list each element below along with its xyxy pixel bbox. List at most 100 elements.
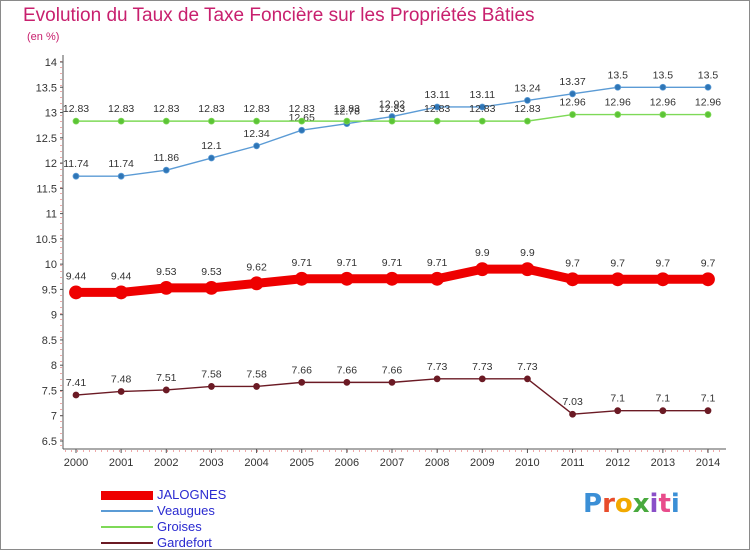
data-point-jalognes — [159, 280, 174, 295]
data-label-veaugues: 13.24 — [514, 82, 540, 94]
y-tick-label: 14 — [45, 57, 57, 69]
y-tick-label: 12.5 — [36, 133, 57, 145]
data-label-groises: 12.96 — [559, 97, 585, 109]
data-label-jalognes: 9.71 — [427, 257, 448, 269]
data-label-groises: 12.83 — [198, 103, 224, 115]
data-label-veaugues: 13.11 — [424, 89, 450, 101]
data-point-veaugues — [253, 142, 260, 150]
data-point-jalognes — [249, 276, 264, 291]
legend-swatch-jalognes — [101, 490, 153, 500]
data-point-gardefort — [388, 378, 396, 386]
y-tick-label: 10 — [45, 259, 57, 271]
data-label-jalognes: 9.44 — [111, 270, 132, 282]
y-tick-label: 12 — [45, 158, 57, 170]
brand-letter: P — [583, 489, 603, 519]
data-point-gardefort — [659, 407, 667, 415]
data-point-veaugues — [704, 83, 712, 91]
x-tick-label: 2010 — [515, 457, 539, 469]
data-label-gardefort: 7.41 — [66, 377, 87, 389]
data-label-gardefort: 7.73 — [472, 361, 493, 373]
x-tick-label: 2009 — [470, 457, 494, 469]
legend-item-jalognes: JALOGNES — [101, 487, 226, 503]
y-tick-label: 13.5 — [36, 82, 57, 94]
y-tick-label: 8 — [51, 360, 57, 372]
data-label-veaugues: 12.34 — [243, 128, 269, 140]
data-point-gardefort — [343, 378, 351, 386]
legend-label-groises: Groises — [157, 519, 202, 534]
data-point-gardefort — [208, 383, 215, 390]
data-point-gardefort — [524, 375, 531, 383]
data-label-jalognes: 9.7 — [701, 257, 716, 269]
data-point-jalognes — [655, 272, 670, 287]
x-tick-label: 2000 — [64, 457, 88, 469]
data-label-groises: 12.83 — [153, 103, 179, 115]
data-point-gardefort — [704, 407, 712, 415]
data-point-groises — [72, 117, 80, 125]
data-label-groises: 12.83 — [514, 103, 540, 115]
data-label-jalognes: 9.7 — [610, 257, 625, 269]
data-label-gardefort: 7.73 — [517, 361, 538, 373]
data-label-gardefort: 7.1 — [656, 393, 671, 405]
data-label-gardefort: 7.58 — [201, 368, 222, 380]
y-tick-label: 11 — [46, 209, 57, 221]
data-point-veaugues — [433, 103, 441, 111]
data-point-veaugues — [117, 172, 125, 180]
data-point-jalognes — [475, 262, 490, 277]
data-label-jalognes: 9.7 — [565, 257, 580, 269]
data-label-jalognes: 9.53 — [201, 266, 222, 278]
data-point-groises — [433, 117, 441, 125]
data-label-gardefort: 7.48 — [111, 373, 132, 385]
data-label-veaugues: 13.5 — [653, 69, 674, 81]
x-tick-label: 2006 — [335, 457, 359, 469]
x-tick-label: 2004 — [244, 457, 268, 469]
data-point-gardefort — [162, 386, 170, 394]
data-point-jalognes — [294, 271, 309, 286]
data-label-groises: 12.83 — [334, 103, 360, 115]
data-point-veaugues — [614, 83, 622, 91]
legend-item-gardefort: Gardefort — [101, 535, 226, 551]
data-point-groises — [343, 117, 351, 125]
chart-unit-label: (en %) — [27, 31, 60, 43]
data-label-jalognes: 9.71 — [382, 257, 403, 269]
brand-letter: x — [632, 489, 650, 519]
data-point-gardefort — [433, 375, 441, 383]
data-label-groises: 12.83 — [63, 103, 89, 115]
y-tick-label: 9 — [51, 310, 57, 322]
data-point-jalognes — [430, 271, 445, 286]
data-label-jalognes: 9.62 — [246, 261, 267, 273]
data-label-gardefort: 7.66 — [382, 364, 403, 376]
data-point-groises — [524, 117, 531, 125]
data-label-veaugues: 13.37 — [559, 76, 585, 88]
data-point-jalognes — [520, 262, 535, 277]
data-point-jalognes — [565, 272, 580, 287]
data-point-jalognes — [204, 280, 219, 295]
legend-swatch-veaugues — [101, 510, 153, 512]
y-tick-label: 9.5 — [42, 284, 57, 296]
data-label-veaugues: 13.11 — [470, 89, 496, 101]
brand-letter: i — [649, 489, 659, 519]
x-tick-label: 2003 — [199, 457, 223, 469]
data-label-jalognes: 9.44 — [66, 270, 87, 282]
data-point-groises — [253, 117, 260, 125]
legend-swatch-groises — [101, 526, 153, 528]
data-point-gardefort — [298, 378, 306, 386]
data-label-jalognes: 9.71 — [291, 257, 312, 269]
y-tick-label: 8.5 — [42, 335, 57, 347]
y-tick-label: 7.5 — [42, 385, 57, 397]
data-point-groises — [478, 117, 486, 125]
legend-label-jalognes: JALOGNES — [157, 487, 227, 502]
data-point-groises — [659, 111, 667, 118]
legend-label-gardefort: Gardefort — [157, 535, 212, 550]
data-label-groises: 12.83 — [379, 103, 405, 115]
data-label-groises: 12.96 — [650, 97, 676, 109]
data-point-veaugues — [72, 172, 80, 180]
data-label-jalognes: 9.7 — [656, 257, 671, 269]
data-label-veaugues: 11.74 — [108, 158, 134, 170]
data-label-jalognes: 9.53 — [156, 266, 177, 278]
data-point-gardefort — [72, 391, 80, 399]
x-tick-label: 2014 — [696, 457, 720, 469]
data-point-groises — [208, 117, 215, 125]
y-tick-label: 6.5 — [42, 436, 57, 448]
data-label-groises: 12.83 — [424, 103, 450, 115]
x-tick-label: 2005 — [289, 457, 313, 469]
